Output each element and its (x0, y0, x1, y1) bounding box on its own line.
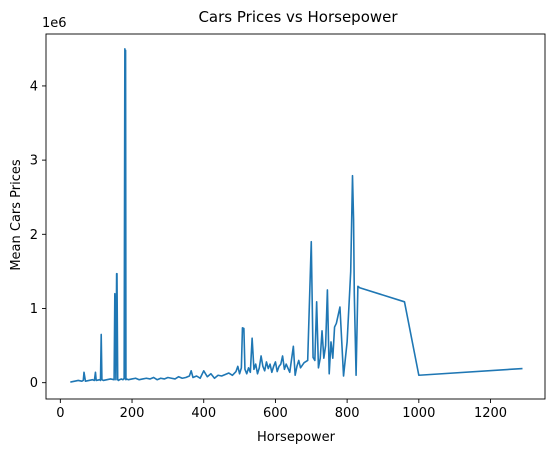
plot-frame (45, 33, 546, 400)
y-axis-offset-label: 1e6 (42, 16, 67, 31)
x-tick-label: 400 (191, 406, 216, 421)
y-tick-label: 2 (30, 228, 38, 243)
y-axis-label: Mean Cars Prices (9, 159, 24, 271)
plot-area (45, 33, 546, 400)
x-axis-label: Horsepower (257, 430, 336, 445)
x-tick-label: 1200 (474, 406, 507, 421)
x-tick-label: 1000 (402, 406, 435, 421)
series-line-0 (70, 48, 523, 383)
y-tick-label: 1 (30, 302, 38, 317)
y-axis: 0 1 2 3 4 (30, 79, 46, 391)
y-tick-label: 3 (30, 154, 38, 169)
x-axis: 0 200 400 600 800 1000 1200 (56, 399, 507, 421)
y-tick-label: 0 (30, 376, 38, 391)
y-tick-label: 4 (30, 79, 38, 94)
chart-title: Cars Prices vs Horsepower (198, 8, 398, 26)
x-tick-label: 600 (263, 406, 288, 421)
x-tick-label: 800 (335, 406, 360, 421)
x-tick-label: 200 (120, 406, 145, 421)
x-tick-label: 0 (56, 406, 64, 421)
